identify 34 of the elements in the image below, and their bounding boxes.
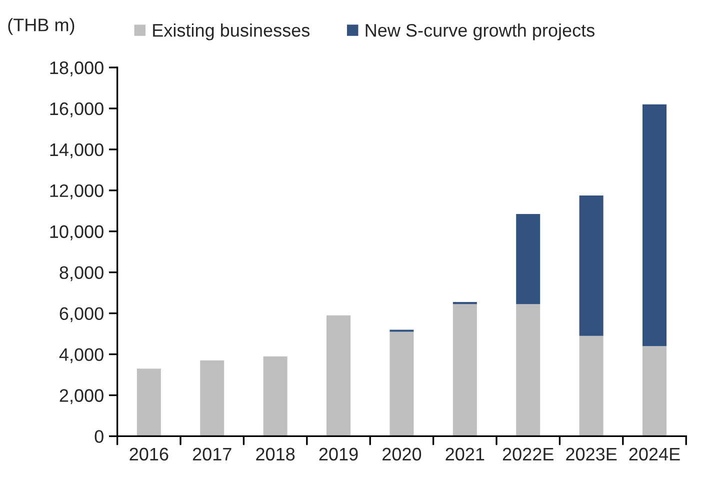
bar <box>516 214 540 304</box>
bar <box>642 104 667 346</box>
y-tick-label: 18,000 <box>50 61 104 76</box>
y-tick-label: 12,000 <box>50 184 104 200</box>
x-tick-label: 2023E <box>566 448 617 461</box>
bar <box>516 304 540 436</box>
x-tick-label: 2022E <box>502 448 554 461</box>
legend-label: Existing businesses <box>153 23 310 40</box>
y-tick-label: 4,000 <box>59 348 104 364</box>
y-tick-label: 14,000 <box>50 143 104 158</box>
y-tick-label: 10,000 <box>50 225 104 240</box>
bar <box>642 346 667 436</box>
x-tick-label: 2019 <box>319 448 358 461</box>
y-tick-label: 8,000 <box>60 266 104 282</box>
bar <box>200 360 224 436</box>
x-tick-label: 2018 <box>256 448 295 461</box>
x-tick-label: 2017 <box>192 448 232 461</box>
x-tick-label: 2016 <box>130 448 168 461</box>
bar <box>326 315 351 436</box>
x-tick-label: 2024E <box>629 448 680 461</box>
bar <box>263 356 288 436</box>
legend-label: New S-curve growth projects <box>366 23 594 40</box>
x-tick-label: 2020 <box>382 448 422 461</box>
bar <box>390 332 414 436</box>
y-tick-label: 2,000 <box>60 389 104 404</box>
y-tick-label: 16,000 <box>50 102 104 118</box>
bar <box>579 336 604 436</box>
x-tick-label: 2021 <box>446 448 484 461</box>
y-tick-label: 0 <box>94 430 104 443</box>
y-axis-title: (THB m) <box>8 18 74 35</box>
bar <box>452 304 477 436</box>
bar <box>136 368 161 436</box>
bar <box>579 196 604 336</box>
y-tick-label: 6,000 <box>60 307 104 322</box>
